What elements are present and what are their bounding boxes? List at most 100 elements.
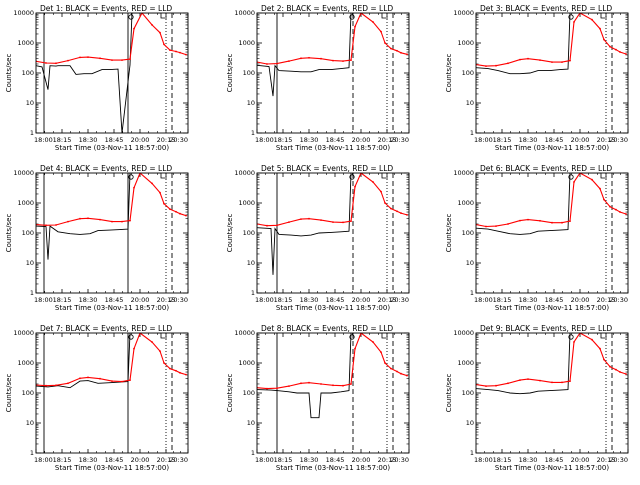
detector-panel-3: Det 3: BLACK = Events, RED = LLD Counts/s… bbox=[445, 4, 629, 152]
lld-point bbox=[133, 27, 135, 30]
x-tick-label: 20:00 bbox=[131, 136, 150, 144]
x-tick-label: 20:30 bbox=[169, 136, 188, 144]
lld-point bbox=[175, 50, 177, 53]
lld-point bbox=[561, 381, 563, 384]
lld-point bbox=[625, 53, 627, 55]
y-tick-label: 100 bbox=[462, 229, 474, 237]
lld-point bbox=[320, 383, 322, 385]
y-tick-label: 10000 bbox=[13, 169, 34, 177]
events-series-line bbox=[257, 173, 382, 275]
lld-point bbox=[609, 45, 611, 48]
panel-title: Det 3: BLACK = Events, RED = LLD bbox=[480, 4, 612, 13]
lld-point bbox=[332, 384, 334, 387]
lld-series-line bbox=[257, 13, 408, 65]
lld-point bbox=[396, 49, 398, 52]
lld-point bbox=[406, 53, 408, 56]
y-tick-label: 10 bbox=[247, 419, 255, 427]
detector-panel-2: Det 2: BLACK = Events, RED = LLD Counts/s… bbox=[226, 4, 410, 152]
events-series-line bbox=[36, 173, 161, 260]
plot-area bbox=[476, 13, 627, 133]
lld-point bbox=[372, 341, 374, 343]
x-tick-label: 18:45 bbox=[545, 456, 564, 464]
lld-point bbox=[561, 221, 563, 224]
y-axis-label: Counts/sec bbox=[445, 54, 453, 93]
lld-point bbox=[561, 61, 563, 63]
lld-point bbox=[288, 221, 290, 224]
y-tick-label: 1 bbox=[251, 129, 255, 137]
lld-point bbox=[599, 27, 601, 30]
lld-point bbox=[67, 220, 69, 223]
x-tick-label: 18:45 bbox=[326, 136, 345, 144]
lld-point bbox=[569, 220, 571, 223]
x-tick-label: 18:45 bbox=[105, 136, 124, 144]
y-tick-label: 1 bbox=[470, 129, 474, 137]
lld-point bbox=[539, 379, 541, 382]
lld-point bbox=[527, 57, 529, 60]
lld-point bbox=[384, 42, 386, 44]
lld-point bbox=[400, 372, 402, 375]
detector-panel-5: Det 5: BLACK = Events, RED = LLD Counts/s… bbox=[226, 164, 410, 312]
lld-point bbox=[288, 60, 290, 62]
lld-point bbox=[539, 59, 541, 61]
lld-point bbox=[185, 214, 187, 217]
lld-point bbox=[507, 62, 509, 65]
y-tick-label: 10000 bbox=[453, 9, 474, 17]
panel-title: Det 4: BLACK = Events, RED = LLD bbox=[40, 164, 172, 173]
lld-point bbox=[308, 381, 310, 384]
lld-point bbox=[276, 62, 278, 65]
lld-point bbox=[67, 382, 69, 385]
bracket-marker bbox=[600, 173, 607, 179]
lld-point bbox=[308, 56, 310, 59]
y-tick-label: 1000 bbox=[17, 39, 34, 47]
lld-point bbox=[159, 350, 161, 352]
lld-point bbox=[396, 370, 398, 373]
panel-title: Det 5: BLACK = Events, RED = LLD bbox=[261, 164, 393, 173]
x-tick-label: 20:30 bbox=[390, 296, 409, 304]
lld-point bbox=[121, 220, 123, 223]
events-series-line bbox=[257, 13, 382, 97]
lld-point bbox=[320, 219, 322, 222]
lld-point bbox=[159, 31, 161, 34]
lld-point bbox=[55, 62, 57, 65]
lld-point bbox=[615, 208, 617, 211]
lld-point bbox=[129, 379, 131, 381]
y-tick-label: 1000 bbox=[457, 39, 474, 47]
y-tick-label: 1 bbox=[470, 449, 474, 457]
lld-point bbox=[625, 373, 627, 375]
x-axis-label: Start Time (03-Nov-11 18:57:00) bbox=[495, 304, 609, 312]
lld-point bbox=[591, 338, 593, 341]
lld-point bbox=[527, 378, 529, 380]
bracket-marker bbox=[160, 333, 167, 339]
lld-point bbox=[380, 30, 382, 33]
y-tick-label: 1000 bbox=[457, 359, 474, 367]
y-axis-label: Counts/sec bbox=[445, 374, 453, 413]
plot-area bbox=[36, 333, 187, 453]
x-tick-label: 20:30 bbox=[390, 456, 409, 464]
lld-point bbox=[179, 212, 181, 215]
lld-point bbox=[551, 381, 553, 384]
lld-point bbox=[45, 384, 47, 387]
lld-point bbox=[603, 198, 605, 201]
axes-frame bbox=[475, 332, 629, 454]
lld-point bbox=[625, 213, 627, 215]
lld-point bbox=[79, 56, 81, 59]
lld-point bbox=[99, 57, 101, 60]
panel-title: Det 6: BLACK = Events, RED = LLD bbox=[480, 164, 612, 173]
y-tick-label: 1 bbox=[251, 289, 255, 297]
lld-point bbox=[179, 51, 181, 54]
x-tick-label: 20:30 bbox=[169, 456, 188, 464]
plot-area bbox=[36, 173, 187, 293]
lld-point bbox=[342, 384, 344, 387]
x-tick-label: 18:00 bbox=[34, 456, 53, 464]
lld-point bbox=[151, 341, 153, 343]
lld-point bbox=[354, 347, 356, 350]
x-axis-label: Start Time (03-Nov-11 18:57:00) bbox=[55, 144, 169, 152]
x-tick-label: 18:15 bbox=[493, 296, 512, 304]
events-series-line bbox=[476, 173, 601, 235]
x-tick-label: 20:00 bbox=[571, 456, 590, 464]
lld-point bbox=[276, 224, 278, 227]
peak-marker bbox=[568, 14, 574, 20]
y-tick-label: 1 bbox=[30, 289, 34, 297]
x-tick-label: 18:15 bbox=[493, 456, 512, 464]
x-axis-label: Start Time (03-Nov-11 18:57:00) bbox=[276, 304, 390, 312]
